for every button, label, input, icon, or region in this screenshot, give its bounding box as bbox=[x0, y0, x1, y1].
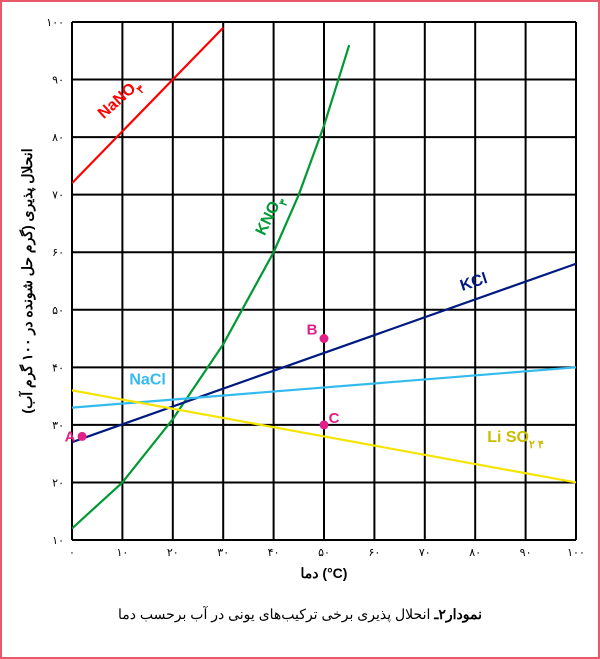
x-axis-label: دما (°C) bbox=[301, 565, 348, 581]
marker-label-A: A bbox=[65, 428, 76, 445]
y-tick-label: ۶۰ bbox=[52, 247, 64, 259]
y-tick-label: ۱۰ bbox=[52, 535, 64, 547]
y-axis-label: انحلال پذیری (گرم حل شونده در ۱۰۰ گرم آب… bbox=[18, 148, 36, 413]
x-tick-label: ۱۰ bbox=[116, 547, 128, 559]
outer-frame: NaNO۳KNO۳KClNaClLi SO۲ ۴ABC۰۱۰۲۰۳۰۴۰۵۰۶۰… bbox=[0, 0, 600, 659]
x-tick-label: ۱۰۰ bbox=[567, 547, 585, 559]
x-tick-label: ۹۰ bbox=[520, 547, 532, 559]
x-tick-label: ۵۰ bbox=[318, 547, 330, 559]
x-tick-label: ۷۰ bbox=[419, 547, 431, 559]
x-tick-label: ۲۰ bbox=[167, 547, 179, 559]
x-tick-label: ۰ bbox=[69, 547, 75, 559]
chart-container: NaNO۳KNO۳KClNaClLi SO۲ ۴ABC۰۱۰۲۰۳۰۴۰۵۰۶۰… bbox=[12, 12, 588, 592]
y-tick-label: ۱۰۰ bbox=[46, 17, 64, 29]
x-tick-label: ۸۰ bbox=[469, 547, 481, 559]
marker-label-B: B bbox=[307, 322, 318, 339]
marker-point-C bbox=[320, 420, 329, 429]
marker-point-A bbox=[78, 432, 87, 441]
series-label-NaCl: NaCl bbox=[129, 372, 165, 389]
caption-lead: نمودار۲ـ bbox=[434, 606, 482, 622]
y-tick-label: ۷۰ bbox=[52, 190, 64, 202]
caption-text: انحلال پذیری برخی ترکیب‌های یونی در آب ب… bbox=[118, 606, 434, 622]
y-tick-label: ۲۰ bbox=[52, 477, 64, 489]
y-tick-label: ۳۰ bbox=[52, 420, 64, 432]
x-tick-label: ۶۰ bbox=[368, 547, 380, 559]
x-tick-label: ۳۰ bbox=[217, 547, 229, 559]
svg-text:NaCl: NaCl bbox=[129, 372, 165, 389]
y-tick-label: ۹۰ bbox=[52, 75, 64, 87]
y-tick-label: ۴۰ bbox=[52, 362, 64, 374]
marker-point-B bbox=[320, 334, 329, 343]
marker-label-C: C bbox=[329, 410, 340, 427]
y-tick-label: ۸۰ bbox=[52, 132, 64, 144]
y-tick-label: ۵۰ bbox=[52, 305, 64, 317]
x-tick-label: ۴۰ bbox=[268, 547, 280, 559]
solubility-chart: NaNO۳KNO۳KClNaClLi SO۲ ۴ABC۰۱۰۲۰۳۰۴۰۵۰۶۰… bbox=[12, 12, 588, 592]
figure-caption: نمودار۲ـ انحلال پذیری برخی ترکیب‌های یون… bbox=[12, 606, 588, 623]
